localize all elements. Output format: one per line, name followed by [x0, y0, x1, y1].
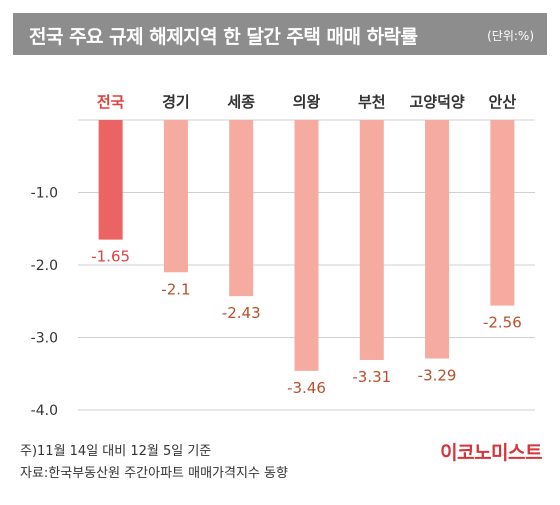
category-label: 고양덕양 — [409, 93, 464, 111]
data-label: -3.46 — [287, 379, 326, 397]
bar-chart: -1.0 -2.0 -3.0 -4.0 전국 -1.65 경기 -2.1 세종 -2.43 의왕 -3… — [31, 93, 535, 419]
bar — [163, 120, 188, 273]
data-label: -2.1 — [161, 280, 190, 298]
y-tick-label: -2.0 — [31, 258, 58, 274]
title-bar: 전국 주요 규제 해제지역 한 달간 주택 매매 하락률 (단위:%) — [13, 13, 547, 55]
data-label: -3.31 — [352, 368, 391, 386]
data-label: -2.43 — [222, 304, 261, 322]
footnote: 주)11월 14일 대비 12월 5일 기준 — [20, 444, 212, 459]
bar — [229, 120, 254, 297]
source-note: 자료:한국부동산원 주간아파트 매매가격지수 동향 — [20, 466, 288, 481]
category-label: 전국 — [97, 93, 125, 111]
category-label: 안산 — [489, 93, 517, 111]
unit-label: (단위:%) — [487, 29, 534, 43]
bar — [98, 120, 123, 240]
brand-logo: 이코노미스트 — [440, 442, 542, 464]
bar — [425, 120, 450, 359]
bar — [359, 120, 384, 360]
bar — [294, 120, 319, 371]
y-tick-label: -1.0 — [31, 186, 58, 202]
category-label: 경기 — [162, 93, 190, 111]
data-label: -3.29 — [418, 367, 457, 385]
y-tick-label: -4.0 — [31, 403, 58, 419]
data-label: -1.65 — [91, 248, 130, 266]
data-label: -2.56 — [483, 314, 522, 332]
chart-title: 전국 주요 규제 해제지역 한 달간 주택 매매 하락률 — [29, 26, 418, 48]
category-label: 의왕 — [293, 93, 321, 111]
y-tick-label: -3.0 — [31, 331, 58, 347]
bar — [490, 120, 515, 306]
category-label: 세종 — [227, 93, 255, 111]
category-label: 부천 — [358, 93, 386, 111]
